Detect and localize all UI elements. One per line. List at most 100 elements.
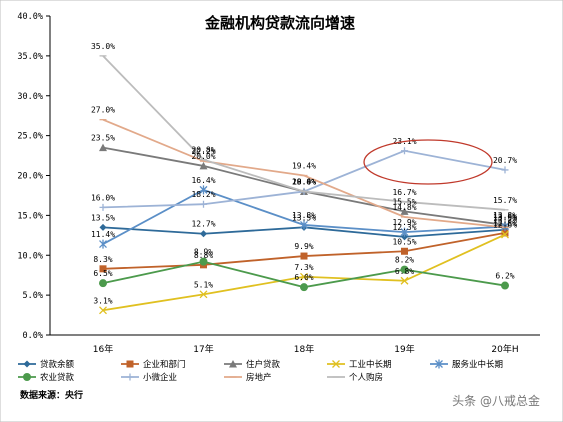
data-label: 20.0% — [292, 177, 316, 186]
data-label: 15.5% — [392, 197, 416, 206]
legend-label: 贷款余额 — [40, 359, 75, 370]
data-label: 27.0% — [91, 106, 115, 115]
data-label: 19.4% — [292, 162, 316, 171]
data-label: 16.0% — [91, 193, 115, 202]
data-label: 15.7% — [493, 196, 517, 205]
legend-item: 工业中长期 — [327, 359, 392, 370]
data-label: 12.8% — [493, 219, 517, 228]
watermark: 头条 @八戒总金 — [452, 393, 540, 408]
data-label: 16.4% — [191, 176, 215, 185]
marker-x — [199, 290, 208, 299]
data-label: 9.9% — [294, 242, 313, 251]
series-9 — [99, 55, 509, 211]
data-label: 35.0% — [91, 42, 115, 51]
y-tick-label: 30.0% — [17, 92, 43, 102]
data-label: 13.6% — [493, 213, 517, 222]
series-group — [99, 55, 509, 315]
data-label: 12.7% — [191, 220, 215, 229]
marker-star — [99, 239, 107, 249]
data-label: 14.8% — [392, 203, 416, 212]
marker-plus — [200, 200, 207, 208]
data-label: 5.1% — [194, 280, 213, 289]
data-label: 7.3% — [294, 263, 313, 272]
x-tick-label: 18年 — [294, 343, 314, 355]
data-label: 20.7% — [493, 156, 517, 165]
data-label: 20.0% — [191, 152, 215, 161]
marker-star — [300, 220, 308, 230]
marker-diamond — [23, 360, 31, 368]
data-label: 20.8% — [191, 146, 215, 155]
data-label: 16.7% — [392, 188, 416, 197]
data-label: 8.2% — [395, 256, 414, 265]
data-label: 12.9% — [392, 218, 416, 227]
legend-item: 房地产 — [224, 372, 272, 383]
data-label: 23.5% — [91, 134, 115, 143]
data-label: 11.4% — [91, 230, 115, 239]
data-label: 8.8% — [194, 251, 213, 260]
legend-label: 个人购房 — [349, 372, 383, 383]
marker-plus — [99, 203, 107, 211]
marker-x — [300, 272, 308, 281]
legend-label: 房地产 — [246, 372, 272, 383]
y-tick-label: 5.0% — [23, 291, 43, 301]
marker-circle — [501, 281, 509, 290]
marker-triangle — [229, 360, 237, 368]
x-tick-label: 17年 — [193, 343, 213, 355]
marker-star — [400, 227, 409, 237]
legend-label: 工业中长期 — [349, 359, 392, 370]
data-label: 18.2% — [191, 190, 215, 199]
marker-plus — [401, 147, 408, 155]
data-label: 19.4% — [292, 177, 316, 186]
marker-square — [99, 265, 107, 273]
legend-label: 企业和部门 — [143, 359, 186, 370]
data-label: 6.0% — [294, 273, 313, 282]
legend-item: 企业和部门 — [121, 359, 186, 370]
marker-circle — [99, 279, 107, 288]
legend-item: 小微企业 — [121, 372, 177, 383]
marker-square — [126, 360, 134, 368]
marker-square — [401, 247, 408, 255]
marker-triangle — [99, 143, 107, 152]
marker-triangle — [199, 161, 208, 170]
data-label: 12.3% — [392, 223, 416, 232]
marker-plus — [501, 166, 509, 174]
legend-label: 住户贷款 — [246, 359, 281, 370]
data-label: 6.2% — [495, 272, 514, 281]
marker-diamond — [200, 230, 207, 238]
marker-star — [435, 359, 443, 369]
x-tick-labels: 16年 17年 18年 19年 20年H — [93, 343, 519, 355]
marker-circle — [199, 257, 208, 266]
data-label: 13.5% — [493, 213, 517, 222]
data-label: 6.5% — [93, 269, 112, 278]
marker-star — [199, 185, 208, 195]
legend-label: 小微企业 — [143, 372, 177, 383]
data-label: 22.2% — [191, 147, 215, 156]
data-label: 18.0% — [292, 177, 316, 186]
data-label: 3.1% — [93, 296, 112, 305]
legend-label: 农业贷款 — [40, 372, 75, 383]
data-label: 13.2% — [493, 216, 517, 225]
y-tick-label: 35.0% — [17, 52, 43, 62]
y-tick-label: 0.0% — [23, 331, 43, 341]
marker-circle — [400, 265, 409, 274]
legend-item: 个人购房 — [327, 372, 383, 383]
legend-label: 服务业中长期 — [452, 359, 503, 370]
y-tick-label: 40.0% — [17, 12, 43, 22]
data-label: 6.8% — [395, 267, 414, 276]
legend-item: 贷款余额 — [18, 359, 75, 370]
data-label: 13.8% — [493, 211, 517, 220]
y-tick-label: 15.0% — [17, 211, 43, 221]
series-4 — [99, 230, 509, 315]
x-tick-label: 19年 — [394, 343, 414, 355]
y-tick-labels: 0.0% 5.0% 10.0% 15.0% 20.0% 25.0% 30.0% 35.0% 40… — [17, 12, 50, 341]
y-tick-label: 20.0% — [17, 172, 43, 182]
series-6 — [99, 257, 509, 292]
data-label: 13.5% — [91, 213, 115, 222]
marker-square — [501, 229, 509, 237]
legend-item: 住户贷款 — [224, 359, 281, 370]
marker-x — [501, 230, 509, 239]
data-label: 13.8% — [292, 211, 316, 220]
marker-diamond — [401, 233, 408, 241]
